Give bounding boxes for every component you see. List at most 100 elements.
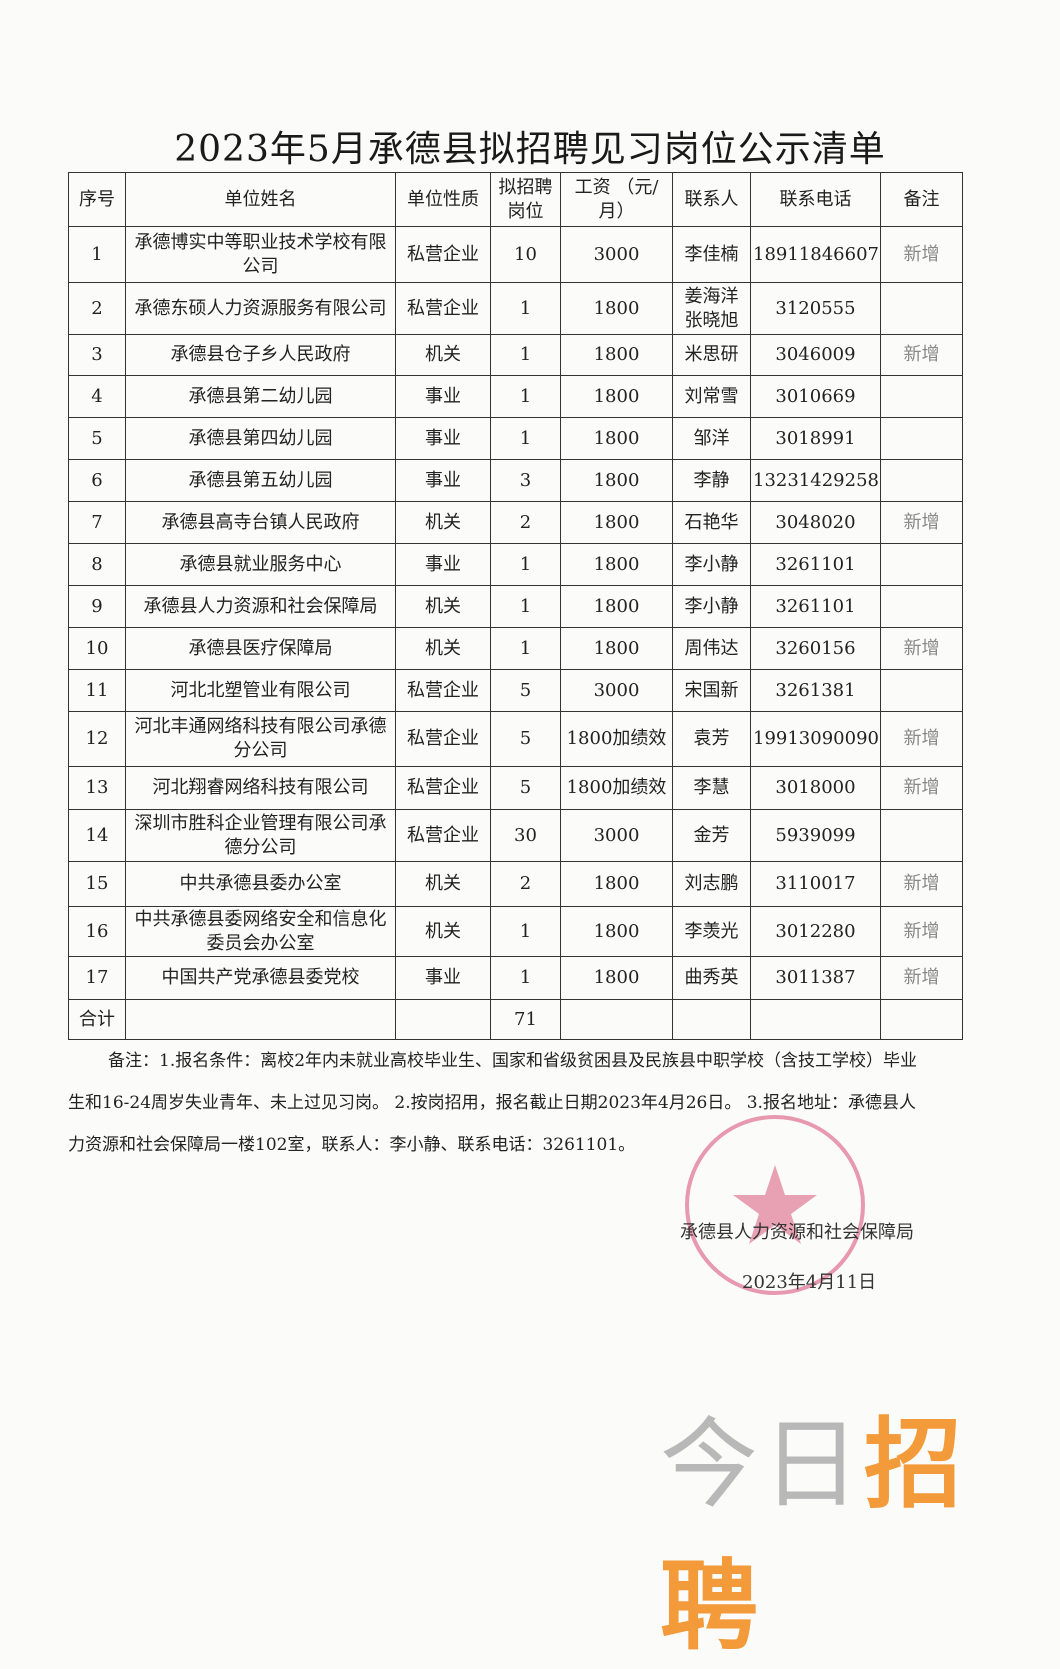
salary: 1800 xyxy=(560,282,673,335)
note: 新增 xyxy=(880,226,963,283)
contact-person: 刘志鹏 xyxy=(672,861,751,907)
salary: 3000 xyxy=(560,226,673,283)
contact-phone: 3018991 xyxy=(750,417,881,460)
contact-person: 金芳 xyxy=(672,809,751,862)
unit-name: 中国共产党承德县委党校 xyxy=(125,956,396,1000)
table-row: 12 河北丰通网络科技有限公司承德分公司 私营企业 5 1800加绩效 袁芳 1991309… xyxy=(68,711,963,767)
unit-type: 事业 xyxy=(395,459,491,502)
unit-name: 承德县高寺台镇人民政府 xyxy=(125,501,396,544)
watermark-part1: 今日 xyxy=(660,1408,865,1522)
row-number: 15 xyxy=(68,861,126,907)
salary: 1800 xyxy=(560,543,673,586)
unit-type: 机关 xyxy=(395,861,491,907)
header-contact: 联系人 xyxy=(672,172,751,227)
contact-person: 刘常雪 xyxy=(672,375,751,418)
positions-count: 1 xyxy=(490,956,561,1000)
unit-name: 承德县仓子乡人民政府 xyxy=(125,334,396,376)
unit-name: 河北丰通网络科技有限公司承德分公司 xyxy=(125,711,396,767)
contact-phone: 19913090090 xyxy=(750,711,881,767)
unit-name: 承德县人力资源和社会保障局 xyxy=(125,585,396,628)
contact-person: 石艳华 xyxy=(672,501,751,544)
row-number: 11 xyxy=(68,669,126,712)
header-positions: 拟招聘岗位 xyxy=(490,172,561,227)
unit-type: 私营企业 xyxy=(395,809,491,862)
contact-phone: 3261101 xyxy=(750,543,881,586)
total-positions: 71 xyxy=(490,999,561,1040)
unit-type: 事业 xyxy=(395,956,491,1000)
unit-type: 机关 xyxy=(395,627,491,670)
salary: 1800 xyxy=(560,585,673,628)
contact-phone: 13231429258 xyxy=(750,459,881,502)
positions-count: 1 xyxy=(490,585,561,628)
row-number: 5 xyxy=(68,417,126,460)
row-number: 1 xyxy=(68,226,126,283)
salary: 1800 xyxy=(560,417,673,460)
unit-name: 承德县就业服务中心 xyxy=(125,543,396,586)
unit-type: 私营企业 xyxy=(395,711,491,767)
contact-phone: 3261101 xyxy=(750,585,881,628)
unit-name: 中共承德县委办公室 xyxy=(125,861,396,907)
note: 新增 xyxy=(880,766,963,810)
positions-count: 1 xyxy=(490,375,561,418)
salary: 1800加绩效 xyxy=(560,766,673,810)
unit-name: 河北北塑管业有限公司 xyxy=(125,669,396,712)
unit-type: 事业 xyxy=(395,543,491,586)
table-row: 5 承德县第四幼儿园 事业 1 1800 邹洋 3018991 xyxy=(68,417,963,460)
contact-phone: 3010669 xyxy=(750,375,881,418)
contact-person: 李小静 xyxy=(672,585,751,628)
unit-type: 机关 xyxy=(395,501,491,544)
salary: 1800 xyxy=(560,861,673,907)
positions-table: 序号 单位姓名 单位性质 拟招聘岗位 工资 （元/月） 联系人 联系电话 备注 … xyxy=(68,172,963,1040)
table-row: 4 承德县第二幼儿园 事业 1 1800 刘常雪 3010669 xyxy=(68,375,963,418)
header-type: 单位性质 xyxy=(395,172,491,227)
unit-type: 机关 xyxy=(395,906,491,957)
total-row: 合计 71 xyxy=(68,999,963,1040)
salary: 1800 xyxy=(560,501,673,544)
contact-person: 李小静 xyxy=(672,543,751,586)
positions-count: 5 xyxy=(490,669,561,712)
note: 新增 xyxy=(880,906,963,957)
unit-type: 私营企业 xyxy=(395,766,491,810)
unit-type: 事业 xyxy=(395,375,491,418)
positions-count: 1 xyxy=(490,627,561,670)
contact-phone: 5939099 xyxy=(750,809,881,862)
watermark-logo: 今日招聘 xyxy=(660,1385,1060,1669)
unit-type: 私营企业 xyxy=(395,282,491,335)
positions-count: 5 xyxy=(490,711,561,767)
unit-name: 承德县第四幼儿园 xyxy=(125,417,396,460)
table-row: 13 河北翔睿网络科技有限公司 私营企业 5 1800加绩效 李慧 3018000 新增 xyxy=(68,766,963,810)
contact-person: 李慧 xyxy=(672,766,751,810)
note xyxy=(880,282,963,335)
unit-name: 承德县医疗保障局 xyxy=(125,627,396,670)
header-name: 单位姓名 xyxy=(125,172,396,227)
unit-name: 承德东硕人力资源服务有限公司 xyxy=(125,282,396,335)
issuer-signature: 承德县人力资源和社会保障局 xyxy=(680,1222,914,1243)
note: 新增 xyxy=(880,711,963,767)
row-number: 4 xyxy=(68,375,126,418)
total-label: 合计 xyxy=(68,999,126,1040)
table-row: 8 承德县就业服务中心 事业 1 1800 李小静 3261101 xyxy=(68,543,963,586)
contact-phone: 3260156 xyxy=(750,627,881,670)
row-number: 6 xyxy=(68,459,126,502)
unit-name: 承德县第二幼儿园 xyxy=(125,375,396,418)
unit-name: 河北翔睿网络科技有限公司 xyxy=(125,766,396,810)
table-row: 10 承德县医疗保障局 机关 1 1800 周伟达 3260156 新增 xyxy=(68,627,963,670)
table-row: 16 中共承德县委网络安全和信息化委员会办公室 机关 1 1800 李羡光 3012280 新… xyxy=(68,906,963,957)
table-row: 7 承德县高寺台镇人民政府 机关 2 1800 石艳华 3048020 新增 xyxy=(68,501,963,544)
positions-count: 10 xyxy=(490,226,561,283)
salary: 3000 xyxy=(560,809,673,862)
contact-person: 姜海洋 张晓旭 xyxy=(672,282,751,335)
positions-count: 1 xyxy=(490,906,561,957)
unit-name: 承德县第五幼儿园 xyxy=(125,459,396,502)
table-row: 9 承德县人力资源和社会保障局 机关 1 1800 李小静 3261101 xyxy=(68,585,963,628)
unit-type: 机关 xyxy=(395,334,491,376)
note: 新增 xyxy=(880,861,963,907)
table-row: 11 河北北塑管业有限公司 私营企业 5 3000 宋国新 3261381 xyxy=(68,669,963,712)
row-number: 13 xyxy=(68,766,126,810)
table-row: 14 深圳市胜科企业管理有限公司承德分公司 私营企业 30 3000 金芳 5939099 xyxy=(68,809,963,862)
note xyxy=(880,543,963,586)
note: 新增 xyxy=(880,501,963,544)
table-row: 2 承德东硕人力资源服务有限公司 私营企业 1 1800 姜海洋 张晓旭 3120555 xyxy=(68,282,963,335)
contact-person: 米思研 xyxy=(672,334,751,376)
salary: 1800 xyxy=(560,627,673,670)
